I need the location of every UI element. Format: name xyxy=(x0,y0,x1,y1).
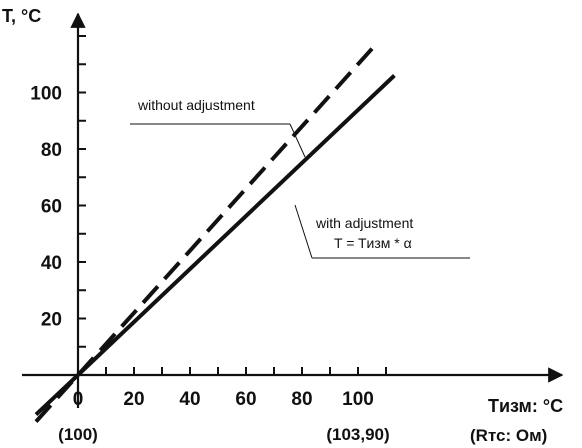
x-tick-label: 60 xyxy=(235,389,256,410)
y-tick-marks xyxy=(78,35,86,348)
annotation-without-adjustment-pointer xyxy=(289,123,306,158)
series-line-dashed xyxy=(34,47,374,423)
y-axis-title: T, °C xyxy=(2,6,41,26)
y-tick-label: 20 xyxy=(41,310,62,331)
y-tick-label: 100 xyxy=(30,84,62,105)
x-tick-labels: 0 20 40 60 80 100 xyxy=(73,389,374,410)
y-tick-label: 40 xyxy=(41,253,62,274)
x-axis-title-secondary: (Rтс: Ом) xyxy=(470,426,547,445)
annotation-with-adjustment: with adjustment T = Tизм * α xyxy=(294,204,470,259)
y-tick-labels: 20 40 60 80 100 xyxy=(30,84,62,331)
y-tick-label: 80 xyxy=(41,140,62,161)
x-tick-label: 100 xyxy=(342,389,374,410)
x-tick-label: 40 xyxy=(179,389,200,410)
x-tick-label: 0 xyxy=(73,389,84,410)
series-line-solid xyxy=(34,74,396,417)
x-tick-label: 20 xyxy=(123,389,144,410)
x-tick-sublabel: (103,90) xyxy=(326,425,389,444)
x-tick-sublabels: (100) (103,90) xyxy=(58,425,390,444)
x-tick-marks xyxy=(105,367,387,375)
annotation-with-adjustment-formula: T = Tизм * α xyxy=(334,235,412,251)
annotation-with-adjustment-pointer xyxy=(294,204,313,259)
x-tick-sublabel: (100) xyxy=(58,425,98,444)
annotation-without-adjustment-label: without adjustment xyxy=(137,97,255,113)
x-tick-label: 80 xyxy=(291,389,312,410)
y-tick-label: 60 xyxy=(41,197,62,218)
annotation-with-adjustment-label: with adjustment xyxy=(315,215,413,231)
x-axis-title: Tизм: °C xyxy=(488,396,563,416)
series-layer xyxy=(34,47,396,423)
annotation-without-adjustment: without adjustment xyxy=(130,97,306,158)
